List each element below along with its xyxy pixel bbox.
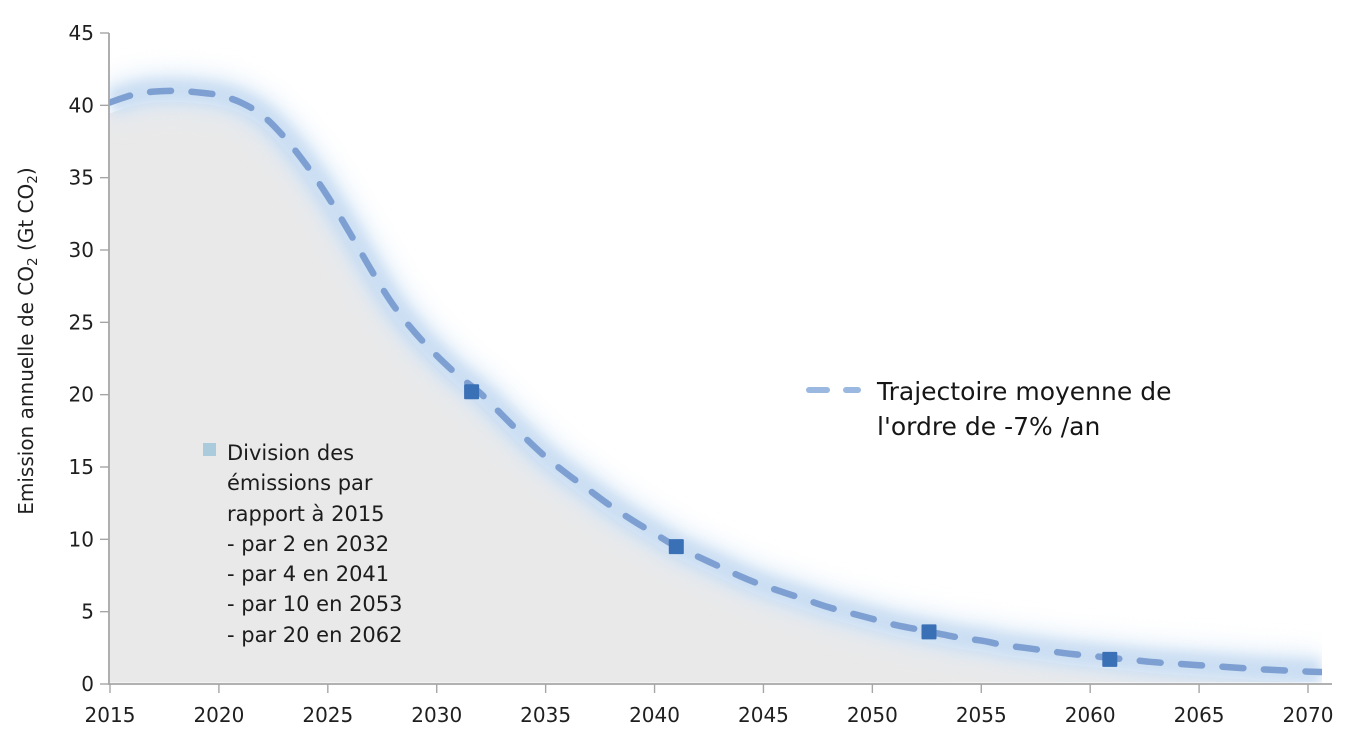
legend-label-line1: Trajectoire moyenne de — [877, 377, 1172, 406]
y-axis-title-text: (Gt CO — [14, 183, 38, 258]
x-tick-label: 2030 — [411, 703, 462, 727]
x-tick-label: 2035 — [520, 703, 571, 727]
dashed-line-legend-icon — [806, 387, 861, 393]
legend: Trajectoire moyenne de l'ordre de -7% /a… — [806, 374, 1171, 444]
x-tick-label: 2015 — [85, 703, 136, 727]
x-tick-label: 2020 — [193, 703, 244, 727]
legend-dash-icon — [843, 387, 861, 393]
legend-label: Trajectoire moyenne de l'ordre de -7% /a… — [877, 374, 1171, 444]
y-tick-label: 5 — [81, 600, 94, 624]
x-tick-label: 2050 — [847, 703, 898, 727]
y-axis-title-sub: 2 — [24, 175, 41, 184]
annotation-line: - par 2 en 2032 — [227, 531, 390, 556]
legend-label-line2: l'ordre de -7% /an — [877, 412, 1101, 441]
emissions-area — [110, 101, 1307, 683]
trajectory-dashed-line — [108, 87, 1322, 676]
annotation-line: rapport à 2015 — [227, 501, 385, 526]
annotation-bullet-icon — [203, 443, 216, 456]
y-tick-label: 0 — [81, 672, 94, 696]
trajectory-marker — [464, 384, 480, 400]
x-tick-label: 2065 — [1174, 703, 1225, 727]
annotation-line: - par 4 en 2041 — [227, 562, 390, 587]
y-tick-label: 25 — [69, 310, 94, 334]
trajectory-marker — [1102, 651, 1118, 667]
x-tick-label: 2070 — [1283, 703, 1334, 727]
annotation-line: - par 10 en 2053 — [227, 592, 403, 617]
y-axis-title-text: ) — [14, 167, 38, 176]
trajectory-marker — [668, 539, 684, 555]
y-axis-title-sub: 2 — [24, 257, 41, 266]
x-tick-label: 2060 — [1065, 703, 1116, 727]
y-tick-label: 30 — [69, 238, 94, 262]
y-axis-title-text: Emission annuelle de CO — [14, 265, 38, 515]
annotation-line: émissions par — [227, 471, 373, 496]
x-tick-label: 2025 — [302, 703, 353, 727]
y-tick-label: 10 — [69, 527, 94, 551]
legend-dash-icon — [806, 387, 830, 393]
trajectory-marker — [921, 624, 937, 640]
annotation-block: Division des émissions par rapport à 201… — [227, 438, 403, 650]
y-tick-label: 40 — [69, 93, 94, 117]
annotation-line: - par 20 en 2062 — [227, 622, 403, 647]
y-tick-label: 45 — [69, 21, 94, 45]
x-tick-label: 2055 — [956, 703, 1007, 727]
y-axis-title: Emission annuelle de CO2 (Gt CO2) — [14, 166, 41, 516]
y-tick-label: 35 — [69, 166, 94, 190]
x-tick-label: 2045 — [738, 703, 789, 727]
annotation-line: Division des — [227, 441, 355, 465]
y-tick-label: 15 — [69, 455, 94, 479]
x-tick-label: 2040 — [629, 703, 680, 727]
y-tick-label: 20 — [69, 383, 94, 407]
